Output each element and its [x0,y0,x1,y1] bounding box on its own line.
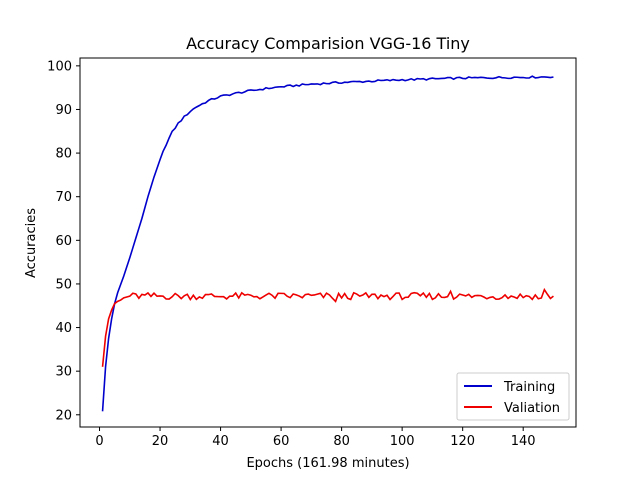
legend-label-valiation: Valiation [504,401,560,416]
y-tick-label: 70 [55,190,72,205]
y-tick-label: 100 [47,59,72,74]
x-tick-label: 140 [511,434,536,449]
x-tick-label: 100 [390,434,415,449]
y-tick-label: 50 [55,277,72,292]
x-tick-label: 120 [450,434,475,449]
plot-area [79,57,577,428]
y-tick-label: 30 [55,365,72,380]
y-tick-label: 90 [55,103,72,118]
y-tick-label: 40 [55,321,72,336]
chart-title: Accuracy Comparision VGG-16 Tiny [186,34,470,53]
y-tick-label: 80 [55,147,72,162]
y-axis-label: Accuracies [24,208,39,278]
series-line-training [101,75,554,412]
x-axis-label: Epochs (161.98 minutes) [246,456,409,471]
series-lines [101,75,554,412]
legend-label-training: Training [503,380,555,395]
x-tick-label: 60 [273,434,290,449]
series-line-valiation [101,287,554,367]
axes-frame [79,57,577,428]
y-tick-label: 20 [55,408,72,423]
x-tick-label: 40 [212,434,229,449]
x-tick-label: 0 [95,434,103,449]
y-tick-label: 60 [55,234,72,249]
axis-ticks: 0 20 40 60 80 100 120 140 20 30 40 50 60 70 80 90 100 [47,59,535,449]
x-tick-label: 20 [152,434,169,449]
legend-box [456,372,570,421]
x-tick-label: 80 [333,434,350,449]
legend: Training Valiation [456,372,570,421]
